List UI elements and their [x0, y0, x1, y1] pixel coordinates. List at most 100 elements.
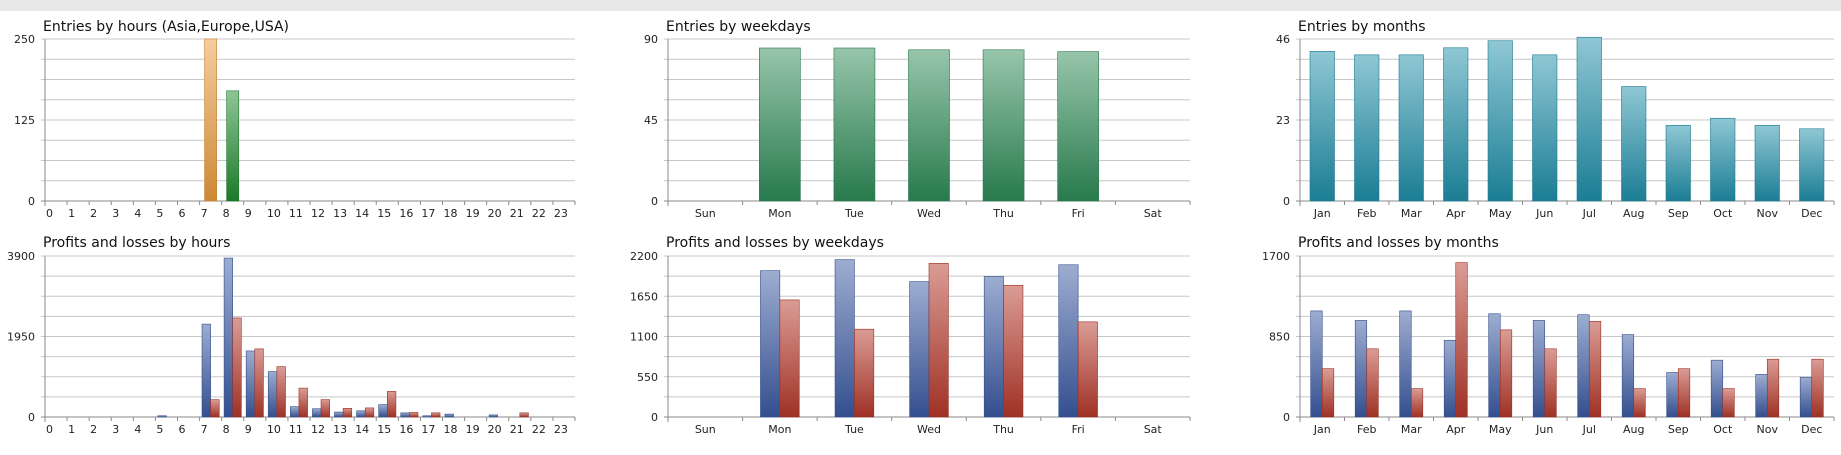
profit-bar [834, 259, 855, 418]
x-tick-label: Mar [1401, 423, 1422, 436]
loss-bar [409, 412, 419, 418]
profits-losses-by-weekdays-chart: Profits and losses by weekdays 0 550 1100 16… [630, 235, 1191, 436]
y-tick-label: 0 [28, 411, 35, 424]
x-tick-label: 12 [311, 423, 325, 436]
bar [1443, 47, 1469, 202]
profit-bar [1577, 314, 1590, 418]
x-tick-label: Mar [1401, 207, 1422, 220]
x-tick-label: Nov [1757, 423, 1779, 436]
y-tick-label: 45 [644, 114, 658, 127]
x-tick-label: 22 [532, 423, 546, 436]
x-tick-label: 2 [90, 423, 97, 436]
x-tick-label: Sep [1668, 207, 1689, 220]
x-tick-label: 14 [355, 207, 369, 220]
y-tick-label: 90 [644, 33, 658, 46]
bar [908, 49, 950, 202]
y-tick-label: 1650 [630, 290, 658, 303]
x-tick-label: 10 [267, 207, 281, 220]
x-tick-label: 6 [179, 423, 186, 436]
profit-bar [1488, 313, 1501, 418]
entries-by-months-chart: Entries by months 0 23 46 Jan Feb Mar Apr May Jun… [1276, 19, 1835, 220]
x-tick-label: Thu [992, 207, 1014, 220]
loss-bar [928, 263, 949, 418]
bar [1057, 51, 1099, 202]
x-tick-label: 0 [46, 207, 53, 220]
x-tick-label: 0 [46, 423, 53, 436]
bar [1487, 40, 1513, 202]
profit-bar [1799, 376, 1813, 418]
bar [1710, 117, 1736, 202]
x-tick-label: 7 [201, 207, 208, 220]
x-tick-label: 21 [510, 207, 524, 220]
loss-bar [298, 387, 308, 418]
loss-bar [1588, 321, 1602, 418]
profit-bar [760, 270, 781, 418]
loss-bar [276, 366, 286, 418]
x-tick-label: Aug [1623, 207, 1644, 220]
y-tick-label: 125 [14, 114, 35, 127]
loss-bar [320, 399, 330, 418]
x-tick-label: 8 [223, 423, 230, 436]
loss-bar [1366, 348, 1379, 418]
x-tick-label: 8 [223, 207, 230, 220]
loss-bar [386, 391, 397, 418]
loss-bar [1722, 388, 1735, 418]
profit-bar [909, 281, 930, 418]
x-tick-label: May [1489, 207, 1512, 220]
x-tick-label: Apr [1446, 423, 1466, 436]
y-tick-label: 1700 [1262, 250, 1290, 263]
loss-bar [1677, 368, 1691, 418]
x-tick-label: 23 [554, 423, 568, 436]
x-tick-label: Tue [844, 423, 864, 436]
x-tick-label: 10 [267, 423, 281, 436]
loss-bar [1003, 284, 1024, 418]
x-tick-label: 3 [112, 207, 119, 220]
profits-losses-by-months-chart: Profits and losses by months 0 850 1700 Jan F… [1262, 235, 1835, 436]
loss-bar [1455, 262, 1468, 418]
loss-bar [210, 399, 220, 418]
profit-bar [1310, 310, 1323, 418]
chart-title: Entries by months [1298, 19, 1426, 35]
x-tick-label: 17 [421, 207, 435, 220]
x-tick-label: 13 [333, 423, 347, 436]
loss-bar [1811, 358, 1824, 418]
loss-bar [1410, 388, 1424, 418]
x-tick-label: Fri [1072, 423, 1085, 436]
x-tick-label: Feb [1357, 423, 1376, 436]
y-tick-label: 550 [637, 371, 658, 384]
chart-title: Entries by hours (Asia,Europe,USA) [43, 19, 289, 35]
x-tick-label: 18 [444, 207, 458, 220]
y-tick-label: 46 [1276, 33, 1290, 46]
y-tick-label: 0 [28, 195, 35, 208]
x-tick-label: 14 [355, 423, 369, 436]
profit-bar [1399, 310, 1412, 418]
x-tick-label: Sat [1144, 423, 1163, 436]
x-tick-label: 6 [179, 207, 186, 220]
x-tick-label: Sun [695, 423, 716, 436]
x-tick-label: 20 [488, 207, 502, 220]
x-tick-label: Sun [695, 207, 716, 220]
bar [982, 49, 1025, 202]
loss-bar [519, 412, 529, 418]
profit-bar [334, 411, 344, 418]
x-tick-label: Sep [1668, 423, 1689, 436]
y-tick-label: 2200 [630, 250, 658, 263]
profit-bar [378, 404, 388, 418]
chart-title: Profits and losses by months [1298, 235, 1499, 251]
x-tick-label: Mon [768, 423, 791, 436]
x-tick-label: 15 [377, 423, 391, 436]
y-tick-label: 250 [14, 33, 35, 46]
y-tick-label: 3900 [7, 250, 35, 263]
profit-bar [1354, 320, 1368, 418]
x-tick-label: 11 [289, 423, 303, 436]
bar [1621, 86, 1647, 202]
x-tick-label: Oct [1713, 207, 1733, 220]
x-tick-label: Feb [1357, 207, 1376, 220]
x-tick-label: 23 [554, 207, 568, 220]
x-tick-label: 15 [377, 207, 391, 220]
top-bar [0, 0, 1841, 11]
x-tick-label: Wed [917, 207, 941, 220]
loss-bar [1321, 368, 1335, 418]
x-tick-label: 1 [68, 207, 75, 220]
loss-bar [364, 407, 375, 418]
